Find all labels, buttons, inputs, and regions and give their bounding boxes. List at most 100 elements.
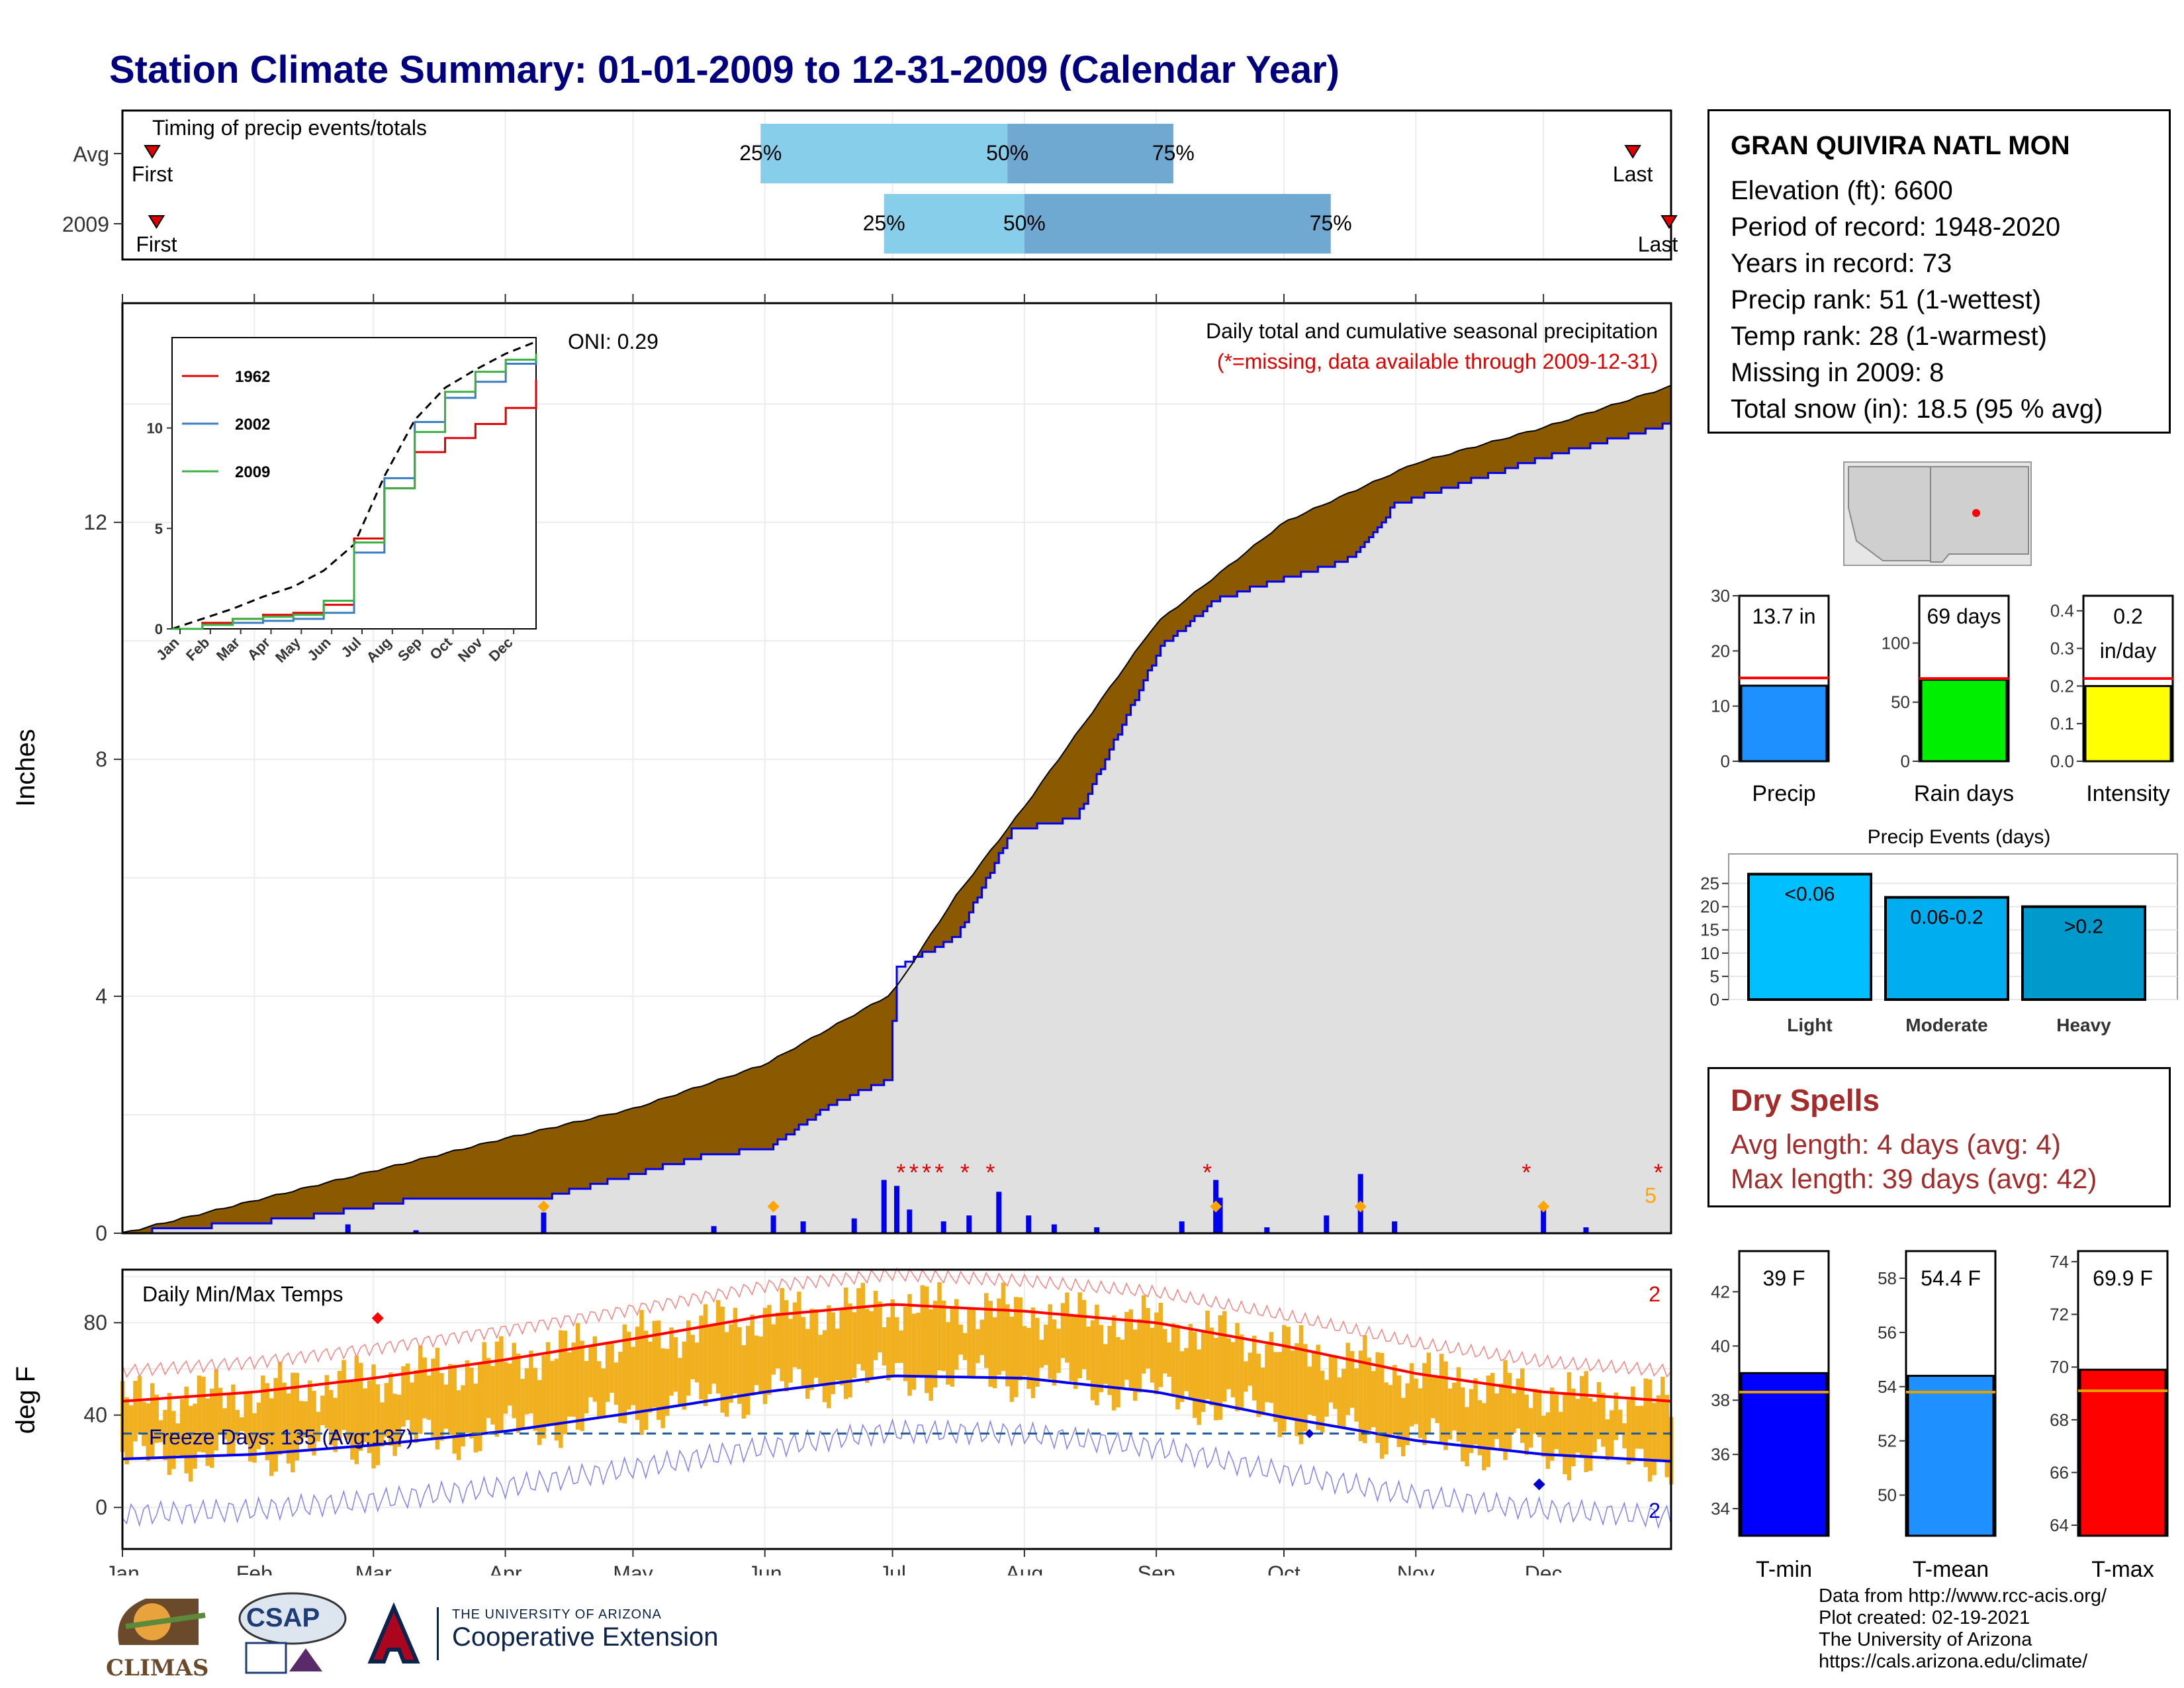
daily-temp-bar <box>588 1345 593 1397</box>
month-label-sep: Sep <box>1138 1562 1175 1575</box>
precip-events-chart: Precip Events (days) 0 5 10 15 20 25 <0.06 Ligh… <box>1700 826 2178 1035</box>
events-tick-label: 0 <box>1710 990 1719 1009</box>
daily-temp-bar <box>605 1344 610 1402</box>
daily-temp-bar <box>520 1378 525 1429</box>
daily-temp-bar <box>222 1408 227 1440</box>
summary-bar-rain-days: 0 50 100 69 days Rain days <box>1882 594 2014 806</box>
daily-temp-bar <box>567 1352 572 1417</box>
event-bar-moderate <box>1884 896 2009 1002</box>
daily-temp-bar <box>664 1348 670 1416</box>
temp-ytick-label: 40 <box>83 1403 107 1427</box>
daily-temp-bar <box>1193 1331 1197 1418</box>
daily-temp-bar <box>1265 1344 1269 1403</box>
daily-temp-bar <box>890 1299 895 1377</box>
daily-temp-bar <box>1461 1387 1465 1462</box>
daily-precip-bar <box>1026 1215 1032 1233</box>
timing-first-label: First <box>136 232 177 256</box>
summary-bar-intensity: 0.0 0.1 0.2 0.3 0.4 0.2 in/day Intensity <box>2050 594 2174 806</box>
daily-temp-bar <box>962 1333 968 1360</box>
daily-temp-bar <box>1316 1344 1320 1430</box>
daily-temp-bar <box>1205 1310 1210 1399</box>
daily-temp-bar <box>1541 1415 1546 1457</box>
temp-bar-name: T-max <box>2091 1557 2154 1582</box>
event-bar-heavy <box>2021 905 2146 1001</box>
daily-temp-bar <box>860 1283 866 1371</box>
daily-temp-bar <box>184 1386 189 1474</box>
daily-temp-bar <box>984 1293 989 1368</box>
summary-bar-tick-label: 0.4 <box>2050 601 2074 621</box>
missing-marker: * <box>985 1159 995 1186</box>
daily-temp-bar <box>865 1309 870 1383</box>
daily-temp-bar <box>1069 1314 1074 1382</box>
daily-precip-bar <box>1392 1221 1398 1233</box>
daily-temp-bar <box>1617 1409 1623 1434</box>
daily-temp-bar <box>703 1304 708 1407</box>
daily-temp-bar <box>282 1382 287 1451</box>
page-title: Station Climate Summary: 01-01-2009 to 1… <box>109 48 1340 91</box>
daily-temp-bar <box>1473 1378 1478 1445</box>
daily-temp-bar <box>920 1285 925 1377</box>
daily-temp-bar <box>827 1305 831 1409</box>
daily-temp-bar <box>1439 1354 1444 1442</box>
daily-temp-bar <box>167 1393 172 1476</box>
daily-temp-bar <box>354 1356 359 1464</box>
record-low-count: 2 <box>1649 1499 1661 1523</box>
events-tick-label: 20 <box>1700 897 1719 917</box>
daily-temp-bar <box>235 1409 240 1440</box>
daily-temp-bar <box>418 1345 423 1434</box>
daily-temp-bar <box>1273 1352 1278 1423</box>
summary-bar-name: Rain days <box>1914 781 2014 806</box>
daily-temp-bar <box>197 1375 202 1452</box>
daily-temp-bar <box>1524 1394 1529 1455</box>
inset-series-2009 <box>172 353 537 630</box>
daily-temp-bar <box>1647 1379 1653 1482</box>
summary-bars: 0 10 20 30 13.7 in Precip 0 50 100 69 days Rain da… <box>1711 586 2174 806</box>
missing-marker: * <box>1203 1159 1212 1186</box>
daily-temp-bar <box>992 1317 997 1389</box>
daily-temp-bar <box>1086 1327 1091 1380</box>
daily-temp-bar <box>252 1413 257 1463</box>
daily-temp-bar <box>707 1325 712 1394</box>
daily-temp-bar <box>1354 1368 1359 1422</box>
daily-temp-bar <box>1367 1357 1372 1431</box>
daily-temp-bar <box>1435 1376 1439 1423</box>
precip-ylabel: Inches <box>11 729 40 807</box>
event-bar-label: >0.2 <box>2064 916 2103 938</box>
summary-bar-fill <box>1920 679 2008 763</box>
daily-temp-bar <box>1303 1344 1308 1432</box>
daily-temp-bar <box>686 1320 691 1396</box>
daily-temp-bar <box>754 1335 759 1385</box>
daily-temp-bar <box>1643 1378 1648 1468</box>
daily-temp-bar <box>1490 1373 1495 1449</box>
station-line-period: Period of record: 1948-2020 <box>1731 212 2061 242</box>
daily-temp-bar <box>1614 1392 1618 1440</box>
daily-temp-bar <box>831 1312 836 1395</box>
snow-count: 5 <box>1645 1184 1657 1207</box>
timing-row: Avg 25% 50% 75% First Last <box>73 124 1653 186</box>
daily-temp-bar <box>792 1302 797 1368</box>
record-high-line <box>122 1267 1672 1378</box>
daily-temp-bar <box>465 1360 470 1433</box>
daily-temp-bar <box>771 1324 776 1375</box>
daily-temp-bar <box>941 1300 946 1372</box>
daily-temp-bar <box>1528 1408 1533 1448</box>
daily-temp-bar <box>1060 1303 1066 1358</box>
daily-temp-bar <box>1409 1363 1414 1427</box>
daily-temp-bar <box>1158 1302 1163 1387</box>
missing-marker: * <box>909 1159 919 1186</box>
daily-temp-bar <box>1363 1335 1367 1444</box>
daily-temp-bar <box>933 1301 938 1388</box>
summary-bar-tick-label: 0.1 <box>2050 714 2074 733</box>
daily-temp-bar <box>852 1312 857 1378</box>
daily-precip-bar <box>940 1221 946 1233</box>
daily-temp-bar <box>218 1387 223 1435</box>
inset-ytick-label: 0 <box>155 621 163 637</box>
timing-chart: Timing of precip events/totals Avg 25% 50%… <box>62 109 1678 261</box>
station-line-temp-rank: Temp rank: 28 (1-warmest) <box>1731 322 2047 351</box>
daily-temp-bar <box>537 1380 542 1445</box>
event-bar-light <box>1747 872 1872 1001</box>
daily-temp-bar <box>1337 1377 1342 1426</box>
daily-temp-bar <box>682 1341 687 1410</box>
daily-temp-bar <box>345 1381 351 1440</box>
daily-temp-bar <box>163 1409 167 1460</box>
